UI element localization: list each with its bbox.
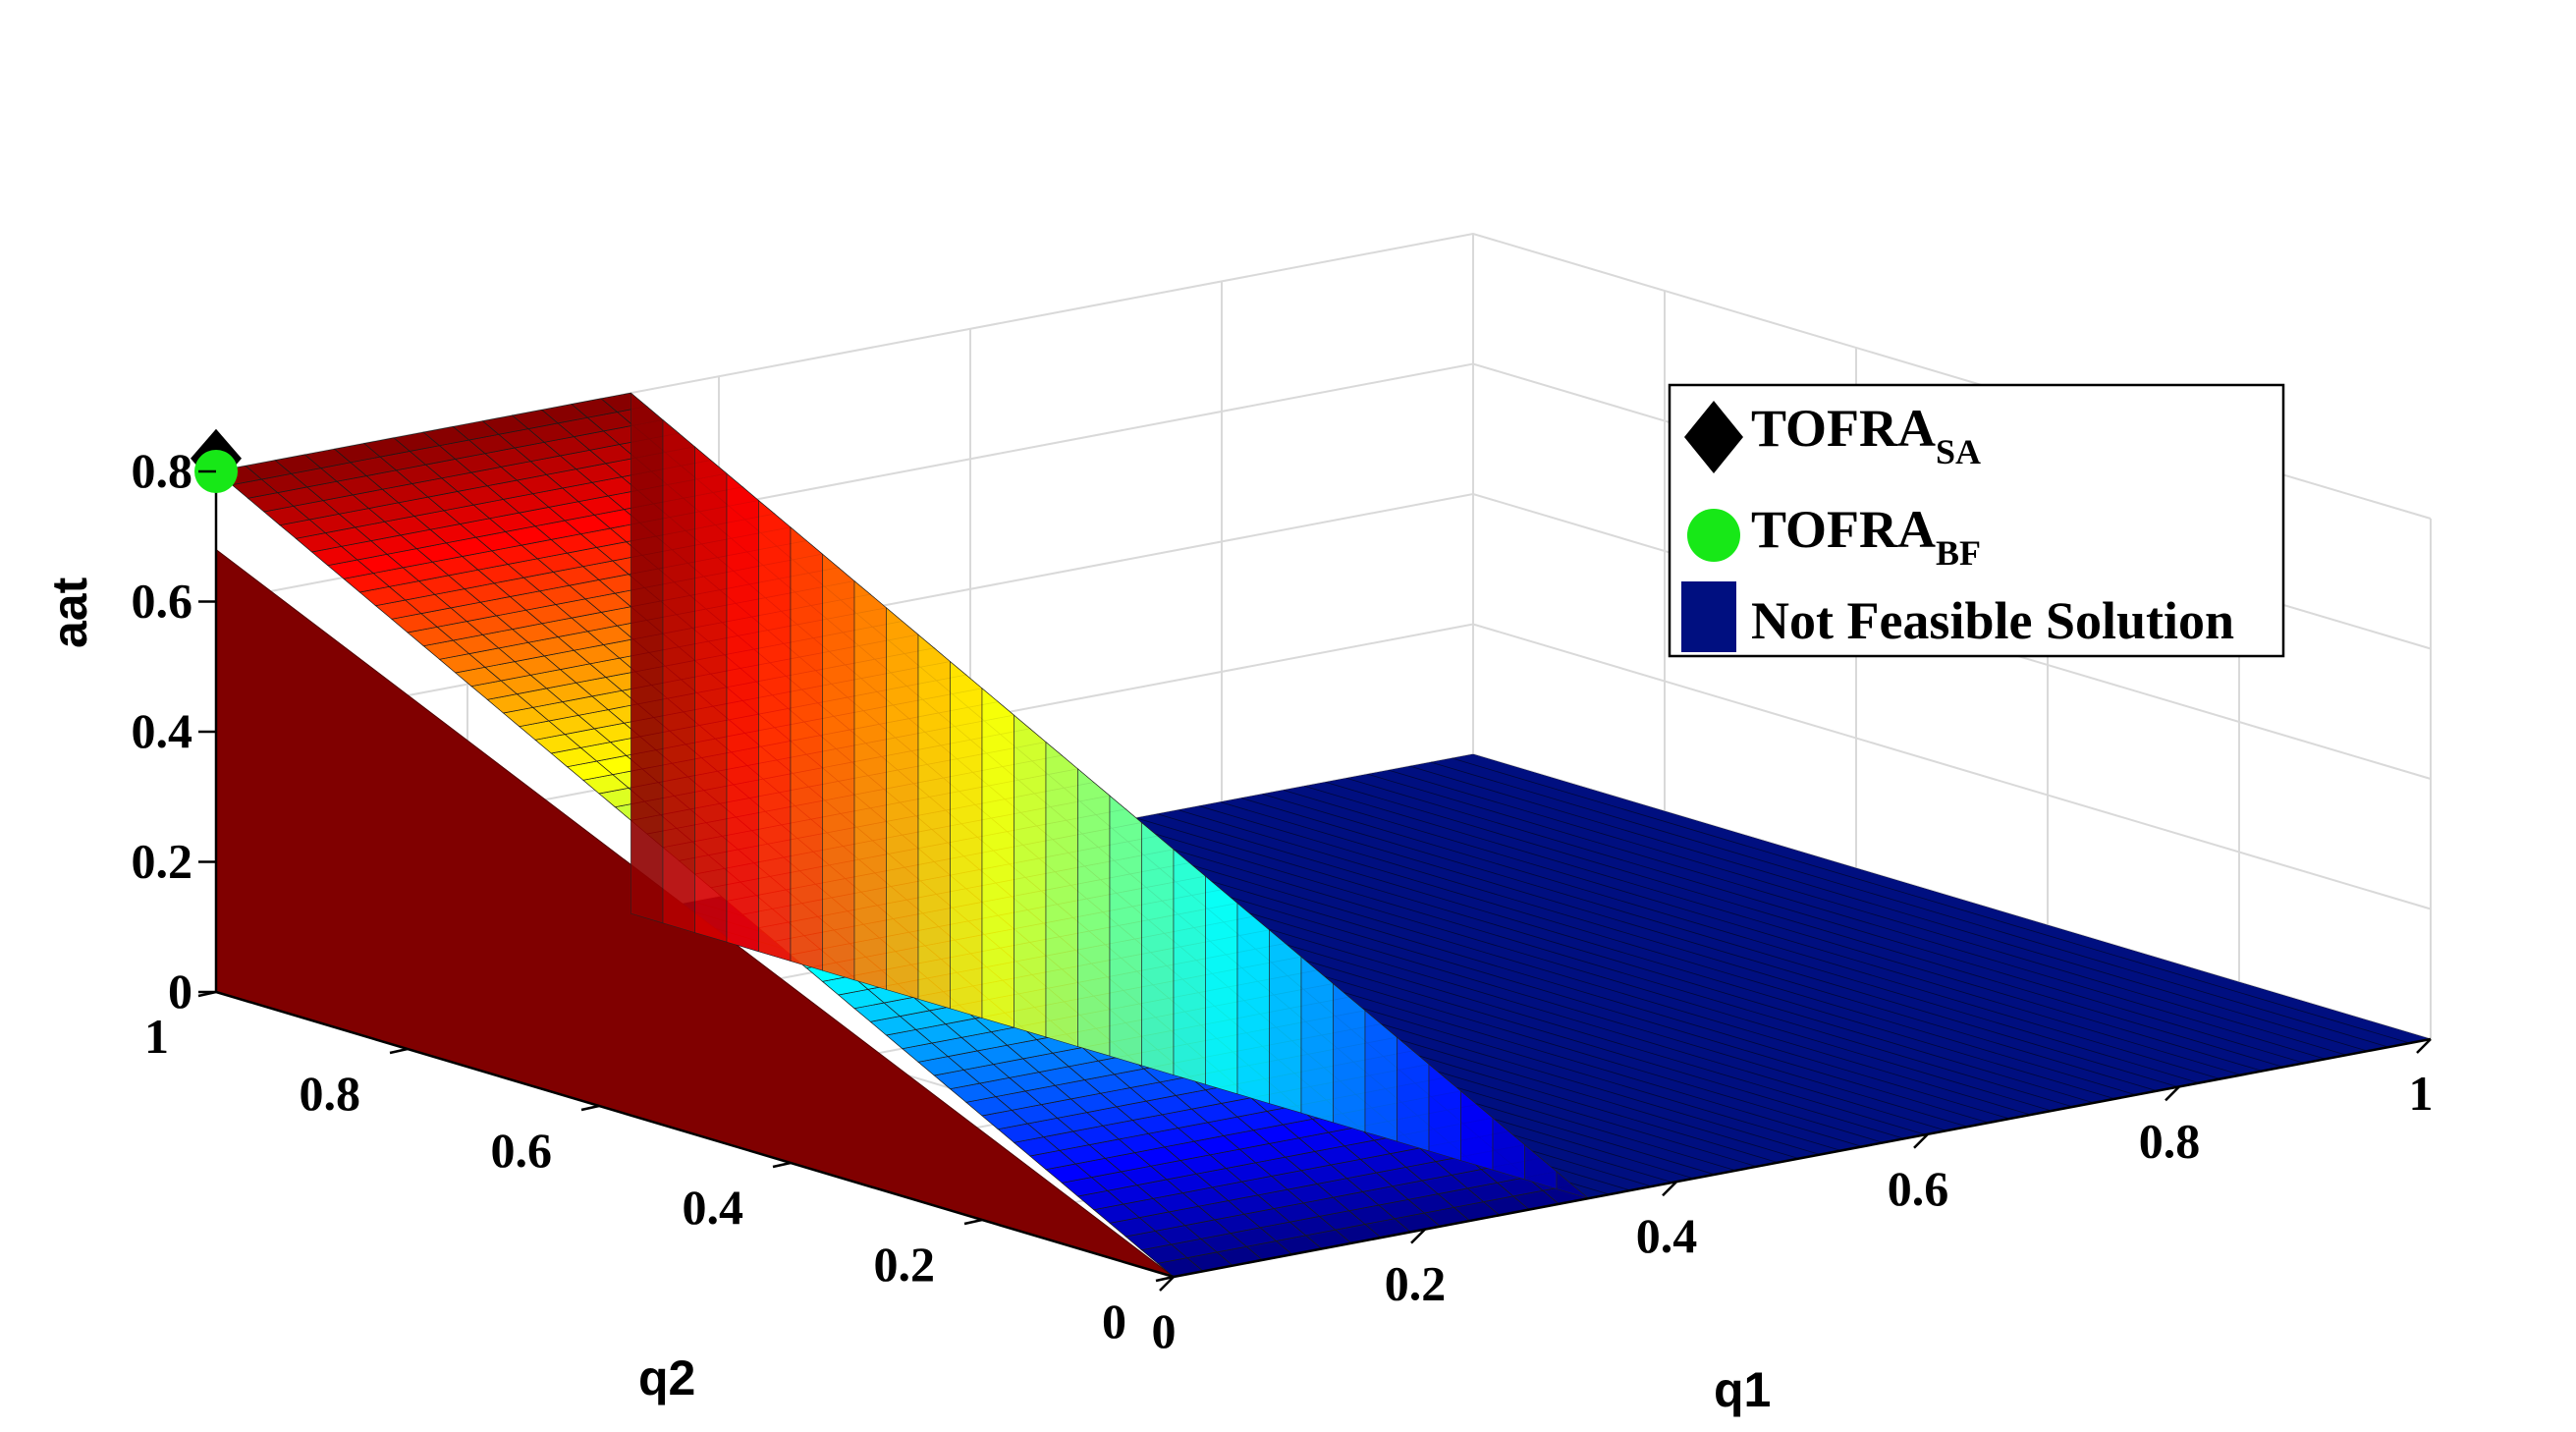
- mesh-line: [1093, 825, 2053, 1112]
- q2-tick-mark: [580, 1104, 600, 1112]
- mesh-line: [1325, 781, 2284, 1068]
- drop-wall: [1077, 768, 1111, 1057]
- drop-wall: [662, 418, 695, 933]
- q2-tick-label: 0.8: [300, 1066, 361, 1121]
- square-marker-icon: [1681, 581, 1736, 652]
- q2-axis-ticks: 0 0.2 0.4 0.6 0.8 1: [144, 990, 1175, 1349]
- mesh-line: [1452, 757, 2410, 1044]
- drop-wall: [853, 579, 887, 990]
- legend-label-tofra-bf: TOFRA: [1751, 500, 1936, 559]
- drop-wall: [1109, 795, 1142, 1067]
- mesh-line: [1072, 829, 2031, 1116]
- aat-axis-label: aat: [42, 577, 97, 648]
- q2-tick-mark: [389, 1047, 409, 1055]
- q2-tick-mark: [772, 1161, 792, 1169]
- drop-wall: [1141, 821, 1175, 1075]
- drop-wall: [1236, 902, 1270, 1104]
- markers: [191, 428, 242, 493]
- mesh-line: [1220, 801, 2178, 1088]
- q2-tick-label: 1: [144, 1009, 169, 1064]
- drop-wall: [694, 446, 728, 943]
- mesh-line: [1262, 794, 2220, 1079]
- drop-wall: [726, 472, 759, 953]
- legend-entry-not-feasible: Not Feasible Solution: [1681, 581, 2234, 652]
- q1-tick-mark: [2416, 1038, 2432, 1054]
- legend-sub-sa: SA: [1936, 432, 1981, 471]
- mesh-line: [1135, 817, 2095, 1104]
- mesh-line: [1115, 821, 2073, 1108]
- q1-tick-mark: [1913, 1132, 1929, 1149]
- drop-wall: [1045, 741, 1078, 1047]
- aat-tick-label: 0.4: [132, 703, 193, 758]
- svg-text:TOFRABF: TOFRABF: [1751, 500, 1981, 573]
- q1-tick-mark: [2165, 1085, 2180, 1102]
- q1-tick-label: 0.8: [2139, 1113, 2201, 1168]
- q1-tick-label: 0.2: [1385, 1256, 1447, 1311]
- mesh-line: [1241, 798, 2200, 1083]
- q1-tick-label: 1: [2409, 1066, 2434, 1121]
- drop-wall: [1173, 849, 1206, 1085]
- q1-tick-mark: [1662, 1181, 1677, 1197]
- aat-tick-label: 0.6: [132, 574, 193, 629]
- legend: TOFRASA TOFRABF Not Feasible Solution: [1668, 383, 2285, 658]
- legend-entry-tofra-bf: TOFRABF: [1687, 500, 1981, 573]
- drop-wall: [886, 607, 919, 1000]
- aat-tick-label: 0.8: [132, 443, 193, 498]
- surface: [215, 392, 2432, 1278]
- mesh-line: [1389, 769, 2347, 1056]
- mesh-line: [1431, 761, 2389, 1048]
- legend-entry-tofra-sa: TOFRASA: [1684, 399, 1981, 473]
- mesh-line: [1346, 777, 2305, 1064]
- q2-axis-line: [215, 990, 1175, 1279]
- q2-tick-label: 0: [1102, 1294, 1126, 1349]
- q1-tick-label: 0.6: [1888, 1161, 1949, 1216]
- legend-label-tofra-sa: TOFRA: [1751, 399, 1936, 458]
- q1-tick-label: 0: [1152, 1303, 1177, 1358]
- aat-tick-label: 0: [168, 964, 192, 1019]
- q2-tick-mark: [1155, 1275, 1175, 1283]
- drop-wall: [1300, 956, 1334, 1124]
- mesh-line: [1304, 786, 2263, 1072]
- aat-axis-ticks: 0 0.2 0.4 0.6 0.8: [132, 443, 216, 1019]
- legend-label-not-feasible: Not Feasible Solution: [1751, 591, 2234, 650]
- q1-tick-mark: [1159, 1276, 1175, 1292]
- drop-wall: [1014, 714, 1047, 1038]
- q1-axis-ticks: 0 0.2 0.4 0.6 0.8 1: [1152, 1038, 2434, 1358]
- drop-wall: [917, 633, 951, 1010]
- q1-tick-label: 0.4: [1636, 1208, 1698, 1263]
- mesh-line: [1283, 790, 2242, 1075]
- q2-axis-label: q2: [638, 1350, 695, 1405]
- drop-wall: [630, 392, 664, 924]
- circle-marker-icon: [1687, 509, 1740, 562]
- diamond-marker-icon: [1684, 401, 1743, 473]
- drop-wall: [1269, 929, 1302, 1114]
- mesh-line: [1367, 773, 2326, 1060]
- drop-wall: [1205, 875, 1238, 1095]
- mesh-line: [1409, 765, 2368, 1052]
- drop-wall: [822, 553, 855, 981]
- q1-axis-label: q1: [1714, 1362, 1771, 1417]
- legend-box: [1668, 383, 2285, 658]
- q2-tick-label: 0.4: [683, 1180, 744, 1235]
- q1-tick-mark: [1410, 1228, 1426, 1244]
- q1-axis-line: [1173, 1037, 2432, 1279]
- q2-tick-label: 0.6: [491, 1123, 553, 1178]
- drop-wall: [790, 526, 823, 971]
- q2-tick-mark: [963, 1218, 983, 1226]
- svg-text:TOFRASA: TOFRASA: [1751, 399, 1981, 471]
- mesh-line: [1178, 809, 2136, 1096]
- drop-wall: [950, 660, 983, 1019]
- drop-wall: [758, 499, 792, 962]
- aat-tick-label: 0.2: [132, 834, 193, 889]
- drop-wall: [981, 688, 1014, 1028]
- mesh-line: [1199, 805, 2158, 1092]
- q2-tick-label: 0.2: [874, 1237, 936, 1292]
- legend-sub-bf: BF: [1936, 533, 1981, 573]
- mesh-line: [1157, 813, 2115, 1100]
